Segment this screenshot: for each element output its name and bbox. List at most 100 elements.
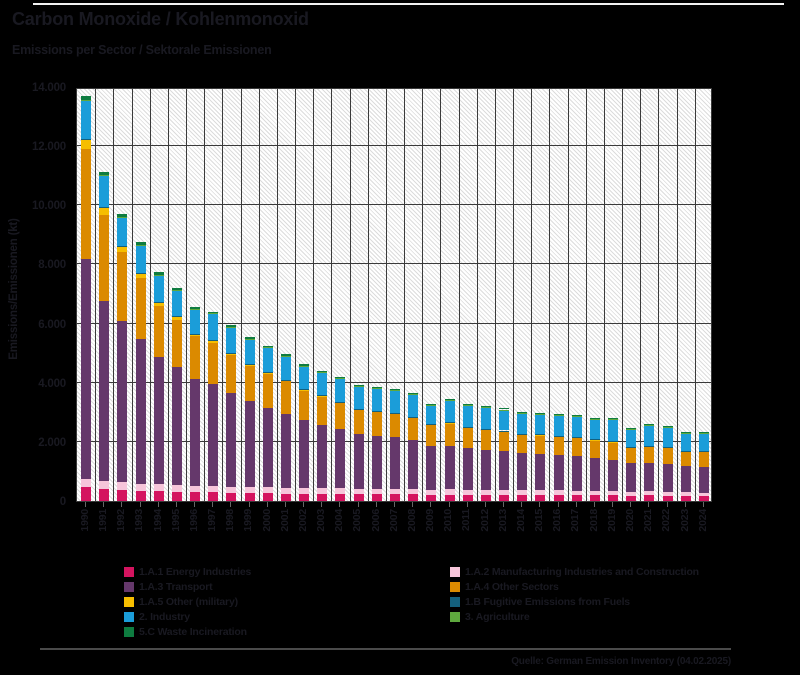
bar-segment-2006 [371, 494, 382, 501]
gridline-vertical [313, 89, 315, 501]
bar-segment-2013 [499, 409, 510, 431]
bar-segment-2007 [390, 494, 400, 501]
bar-segment-2018 [589, 490, 600, 496]
bar-segment-1992 [117, 217, 128, 246]
year-label: 1999 [242, 509, 255, 532]
bar-segment-1990 [81, 149, 92, 260]
bar-segment-2010 [444, 400, 455, 423]
bar-segment-1994 [153, 357, 164, 485]
gridline-vertical [149, 89, 151, 501]
bar-segment-2016 [553, 415, 564, 436]
bar-segment-1998 [226, 353, 237, 355]
year-label: 2014 [514, 509, 527, 532]
x-tick-label: 2020 [621, 509, 639, 555]
x-tick-mark [612, 502, 614, 507]
legend-label: 1.A.2 Manufacturing Industries and Const… [465, 565, 699, 578]
bar-segment-2004 [335, 377, 346, 379]
bar-segment-1998 [226, 492, 237, 501]
y-tick-label: 6.000 [38, 318, 66, 331]
year-label: 2008 [405, 509, 418, 532]
bar-segment-2001 [280, 381, 291, 414]
bar-segment-1991 [99, 480, 110, 489]
year-label: 1991 [97, 509, 109, 532]
x-tick-mark [230, 502, 232, 507]
bar-segment-2020 [626, 428, 637, 430]
bar-segment-2009 [426, 445, 437, 490]
bar-segment-2024 [698, 492, 709, 497]
bar-segment-2023 [680, 432, 691, 451]
bar-segment-2007 [390, 488, 400, 495]
bar-segment-1993 [135, 245, 146, 274]
x-tick-mark [466, 502, 468, 507]
bar-segment-1997 [208, 311, 219, 314]
bar-segment-2024 [698, 496, 709, 501]
year-label: 2001 [278, 509, 291, 532]
source-note: Quelle: German Emission Inventory (04.02… [511, 656, 731, 667]
bar-segment-1998 [226, 393, 237, 487]
bar-segment-2020 [626, 429, 637, 447]
bar-segment-2018 [589, 417, 600, 419]
bar-segment-1996 [190, 379, 201, 486]
bar-segment-2022 [662, 491, 673, 496]
y-axis-tick-labels: 0 2.000 4.000 6.000 8.000 10.000 12.000 14.000 [0, 82, 66, 508]
gridline-vertical [258, 89, 260, 501]
x-tick-label: 2016 [548, 509, 566, 555]
bar-segment-1993 [135, 483, 146, 491]
bar-segment-2002 [299, 420, 310, 489]
year-label: 1995 [169, 509, 182, 532]
bar-segment-2008 [408, 440, 419, 490]
bar-segment-2018 [589, 419, 600, 440]
bar-segment-2012 [480, 489, 491, 495]
year-label: 2015 [533, 509, 546, 532]
x-tick-label: 1995 [167, 509, 185, 555]
bar-segment-2005 [353, 434, 364, 489]
bar-segment-2022 [662, 447, 673, 464]
bar-segment-1990 [81, 479, 92, 488]
bar-segment-2008 [408, 417, 419, 418]
gridline-vertical [240, 89, 242, 501]
bar-segment-1992 [117, 489, 128, 501]
bar-segment-2001 [280, 354, 291, 356]
legend-swatch [124, 626, 134, 637]
bar-segment-2010 [444, 423, 455, 446]
legend-swatch [124, 566, 134, 577]
bar-segment-2019 [608, 459, 619, 491]
x-tick-mark [103, 502, 105, 507]
bar-segment-2008 [408, 417, 419, 441]
bar-segment-2006 [371, 412, 382, 436]
chart-subtitle: Emissions per Sector / Sektorale Emissio… [12, 43, 272, 57]
bar-segment-1992 [117, 245, 128, 252]
bar-segment-2012 [480, 429, 491, 430]
gridline-vertical [513, 89, 515, 501]
x-tick-mark [412, 502, 414, 507]
legend-label: 3. Agriculture [465, 610, 530, 623]
year-label: 2016 [551, 509, 564, 532]
bar-segment-2018 [589, 440, 600, 459]
bar-segment-2013 [499, 494, 510, 501]
year-label: 2024 [696, 509, 709, 532]
gridline-horizontal [77, 381, 711, 383]
gridline-vertical [603, 89, 605, 501]
bar-segment-2002 [299, 488, 310, 494]
bar-segment-2010 [444, 489, 455, 495]
bar-segment-2001 [280, 493, 291, 501]
x-tick-mark [157, 502, 159, 507]
year-label: 2022 [660, 509, 673, 532]
gridline-horizontal [77, 322, 711, 324]
bar-segment-1998 [226, 324, 237, 327]
x-tick-label: 2003 [312, 509, 330, 555]
bar-segment-1991 [99, 214, 110, 301]
bar-segment-2014 [517, 413, 528, 434]
x-tick-label: 1998 [221, 509, 239, 555]
bar-segment-2003 [317, 488, 328, 494]
year-label: 1990 [78, 509, 91, 532]
year-label: 2012 [478, 509, 491, 532]
footer-divider-line [40, 648, 731, 650]
year-label: 2010 [442, 509, 455, 532]
legend-label: 1.A.5 Other (military) [139, 595, 238, 608]
bar-segment-1993 [135, 338, 146, 484]
bar-segment-2022 [662, 425, 673, 427]
gridline-vertical [567, 89, 569, 501]
gridline-vertical [549, 89, 551, 501]
